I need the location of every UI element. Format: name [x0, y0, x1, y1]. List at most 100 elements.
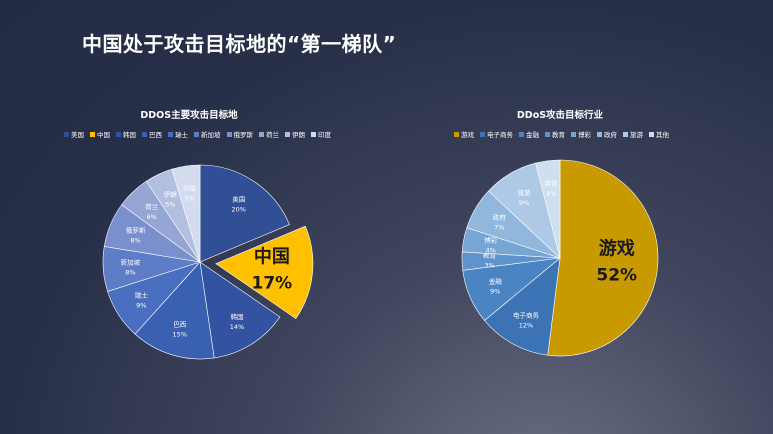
- slice-value-label: 52%: [596, 266, 637, 286]
- slice-value-label: 3%: [484, 262, 494, 270]
- legend-item: 美国: [64, 129, 84, 139]
- legend-label: 旅游: [630, 131, 643, 139]
- slice-value-label: 20%: [231, 205, 245, 213]
- legend-item: 政府: [597, 129, 617, 139]
- pie-slice: [215, 225, 314, 319]
- chart-title-industries: DDoS攻击目标行业: [516, 110, 604, 121]
- pie-slice: [134, 261, 215, 360]
- legend-swatch: [194, 131, 199, 137]
- slice-value-label: 17%: [252, 273, 293, 293]
- slice-category-label: 荷兰: [145, 202, 159, 211]
- legend-label: 教育: [552, 131, 565, 139]
- slice-category-label: 教育: [483, 251, 497, 260]
- slice-value-label: 12%: [519, 321, 533, 329]
- legend-swatch: [259, 131, 264, 137]
- legend-label: 瑞士: [175, 131, 188, 139]
- slice-category-label: 伊朗: [164, 189, 177, 198]
- legend-item: 印度: [311, 129, 331, 139]
- slice-category-label: 旅游: [518, 188, 532, 197]
- slice-category-label: 美国: [232, 194, 245, 203]
- legend-label: 电子商务: [487, 131, 513, 139]
- slice-value-label: 8%: [125, 269, 135, 277]
- slice-value-label: 4%: [486, 246, 496, 254]
- legend-label: 中国: [97, 131, 110, 139]
- slice-category-label: 金融: [489, 277, 503, 286]
- legend-item: 其他: [649, 129, 669, 139]
- legend-industries: 游戏 电子商务 金融 教育 博彩 政府 旅游 其他: [454, 129, 675, 139]
- legend-label: 荷兰: [266, 131, 279, 139]
- legend-item: 瑞士: [168, 129, 188, 139]
- legend-item: 新加坡: [194, 129, 221, 139]
- slice-category-label: 印度: [183, 183, 197, 192]
- legend-label: 巴西: [149, 131, 162, 139]
- legend-item: 伊朗: [285, 129, 305, 139]
- legend-swatch: [545, 131, 550, 137]
- slice-value-label: 8%: [130, 237, 140, 245]
- legend-swatch: [623, 131, 628, 137]
- legend-swatch: [597, 131, 602, 137]
- legend-swatch: [64, 131, 69, 137]
- legend-swatch: [285, 131, 290, 137]
- slice-category-label: 俄罗斯: [126, 226, 146, 235]
- slice-category-label: 游戏: [599, 238, 635, 260]
- slice-value-label: 15%: [173, 330, 187, 338]
- slice-value-label: 6%: [147, 213, 157, 221]
- legend-item: 旅游: [623, 129, 643, 139]
- slice-category-label: 政府: [493, 213, 507, 222]
- pie-slice: [171, 164, 201, 263]
- legend-swatch: [116, 131, 121, 137]
- slice-category-label: 新加坡: [121, 258, 141, 267]
- legend-item: 韩国: [116, 129, 136, 139]
- legend-item: 游戏: [454, 129, 474, 139]
- legend-label: 韩国: [123, 131, 136, 139]
- legend-label: 美国: [71, 131, 84, 139]
- legend-swatch: [519, 131, 524, 137]
- chart-title-destinations: DDOS主要攻击目标地: [140, 110, 238, 121]
- legend-swatch: [454, 131, 459, 137]
- pie-slice: [199, 261, 281, 359]
- slice-value-label: 9%: [519, 199, 529, 207]
- legend-item: 巴西: [142, 129, 162, 139]
- legend-item: 博彩: [571, 129, 591, 139]
- legend-label: 其他: [656, 131, 669, 139]
- pie-chart-industries: 游戏 52% 电子商务 12% 金融 9% 教育 3% 博彩 4% 政府 7% 旅游 9% 其他 4%: [461, 159, 659, 357]
- legend-label: 新加坡: [201, 131, 221, 139]
- legend-label: 金融: [526, 131, 539, 139]
- slice-category-label: 博彩: [484, 235, 498, 244]
- pie-slice: [199, 164, 290, 263]
- slice-category-label: 电子商务: [513, 310, 540, 319]
- legend-item: 俄罗斯: [226, 129, 254, 139]
- slice-category-label: 韩国: [230, 312, 243, 321]
- legend-item: 荷兰: [259, 129, 279, 139]
- legend-swatch: [142, 131, 147, 137]
- slice-value-label: 5%: [185, 194, 195, 202]
- legend-label: 伊朗: [292, 131, 305, 139]
- pie-slice: [547, 159, 659, 357]
- slice-category-label: 其他: [545, 178, 559, 187]
- slice-value-label: 9%: [490, 288, 500, 296]
- legend-label: 游戏: [461, 131, 474, 139]
- legend-swatch: [90, 131, 95, 137]
- legend-swatch: [311, 131, 316, 137]
- legend-label: 博彩: [578, 131, 591, 139]
- slice-category-label: 中国: [254, 245, 290, 267]
- legend-label: 俄罗斯: [233, 131, 254, 139]
- legend-swatch: [649, 131, 654, 137]
- pie-slice: [535, 159, 561, 259]
- legend-swatch: [571, 131, 576, 137]
- slice-value-label: 7%: [494, 224, 504, 232]
- pie-chart-destinations: 美国 20% 中国 17% 韩国 14% 巴西 15% 瑞士 9% 新加坡 8% 俄罗斯 8% 荷兰 6% 伊朗…: [102, 164, 314, 360]
- slice-category-label: 瑞士: [135, 290, 149, 299]
- pie-slice: [484, 257, 561, 356]
- legend-swatch: [480, 131, 485, 137]
- legend-swatch: [226, 131, 232, 137]
- slice-value-label: 14%: [230, 323, 244, 331]
- legend-label: 政府: [604, 131, 617, 139]
- legend-swatch: [168, 131, 173, 137]
- slice-value-label: 9%: [136, 301, 146, 309]
- slice-value-label: 4%: [546, 189, 556, 197]
- slide-title: 中国处于攻击目标地的“第一梯队”: [82, 32, 397, 56]
- legend-destinations: 美国 中国 韩国 巴西 瑞士 新加坡 俄罗斯 荷兰 伊朗 印度: [64, 129, 337, 139]
- legend-item: 中国: [90, 129, 110, 139]
- legend-item: 教育: [545, 129, 565, 139]
